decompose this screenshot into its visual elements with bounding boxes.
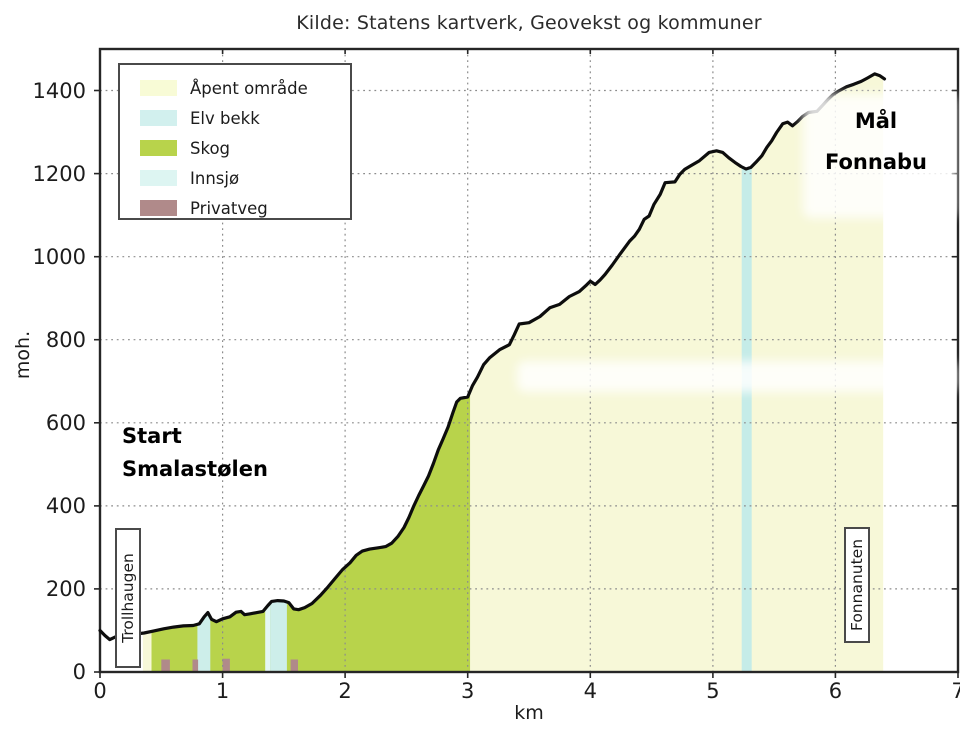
- watermark-blur-goal: [803, 94, 956, 218]
- x-tick-label: 3: [461, 679, 475, 703]
- legend-swatch: [140, 110, 177, 126]
- y-tick-label: 1200: [32, 161, 86, 186]
- private-road-bar: [222, 658, 230, 672]
- goal-annotation-line2: Fonnabu: [825, 150, 927, 174]
- plot-area: [94, 47, 960, 678]
- start-annotation-line2: Smalastølen: [122, 457, 268, 481]
- legend-item: Elv bekk: [140, 103, 350, 133]
- legend-label: Elv bekk: [190, 108, 260, 128]
- legend-swatch: [140, 170, 177, 186]
- legend-swatch: [140, 80, 177, 96]
- goal-annotation-line1: Mål: [854, 109, 898, 133]
- y-tick-label: 1000: [32, 244, 86, 269]
- legend-label: Åpent område: [190, 78, 308, 98]
- y-tick-label: 400: [45, 493, 86, 518]
- y-tick-label: 1400: [32, 78, 86, 103]
- legend-item: Innsjø: [140, 163, 350, 193]
- legend-label: Privatveg: [190, 198, 268, 218]
- zone-apent-start: [142, 631, 152, 672]
- legend-item: Privatveg: [140, 193, 350, 223]
- legend: Åpent område Elv bekk Skog Innsjø Privatveg: [118, 63, 352, 220]
- zone-skog: [151, 391, 471, 672]
- legend-swatch: [140, 200, 177, 216]
- stripe-innsjo-1: [265, 603, 271, 672]
- legend-swatch: [140, 140, 177, 156]
- private-road-bar: [161, 659, 170, 672]
- x-axis-label: km: [514, 702, 544, 724]
- stripe-elv-2: [270, 600, 287, 672]
- start-annotation-line1: Start: [122, 424, 182, 448]
- goal-annotation: Mål Fonnabu: [810, 101, 942, 183]
- x-tick-label: 5: [706, 679, 720, 703]
- private-road-bar: [192, 659, 199, 672]
- legend-label: Innsjø: [190, 168, 240, 188]
- chart-title: Kilde: Statens kartverk, Geovekst og kom…: [296, 12, 762, 34]
- y-tick-label: 200: [45, 576, 86, 601]
- legend-item: Åpent område: [140, 73, 350, 103]
- y-tick-label: 0: [72, 660, 86, 684]
- y-tick-label: 800: [45, 327, 86, 352]
- x-tick-label: 7: [951, 679, 960, 703]
- y-tick-label: 600: [45, 410, 86, 435]
- legend-label: Skog: [190, 138, 231, 158]
- legend-item: Skog: [140, 133, 350, 163]
- x-tick-label: 1: [215, 679, 230, 703]
- x-tick-label: 2: [338, 679, 352, 703]
- watermark-blur-mid: [517, 361, 957, 392]
- plot-frame: [98, 47, 960, 674]
- stripe-elv-3: [741, 166, 752, 672]
- x-tick-label: 0: [93, 679, 107, 703]
- start-annotation: Start Smalastølen: [122, 420, 268, 486]
- stripe-elv-1: [197, 612, 211, 672]
- x-tick-label: 4: [583, 679, 597, 703]
- marker-fonnanuten: Fonnanuten: [844, 527, 870, 643]
- marker-trollhaugen: Trollhaugen: [115, 528, 141, 668]
- y-axis-label: moh.: [12, 330, 34, 380]
- x-tick-label: 6: [828, 679, 843, 703]
- elevation-curve: [98, 72, 887, 642]
- private-road-bar: [290, 659, 298, 672]
